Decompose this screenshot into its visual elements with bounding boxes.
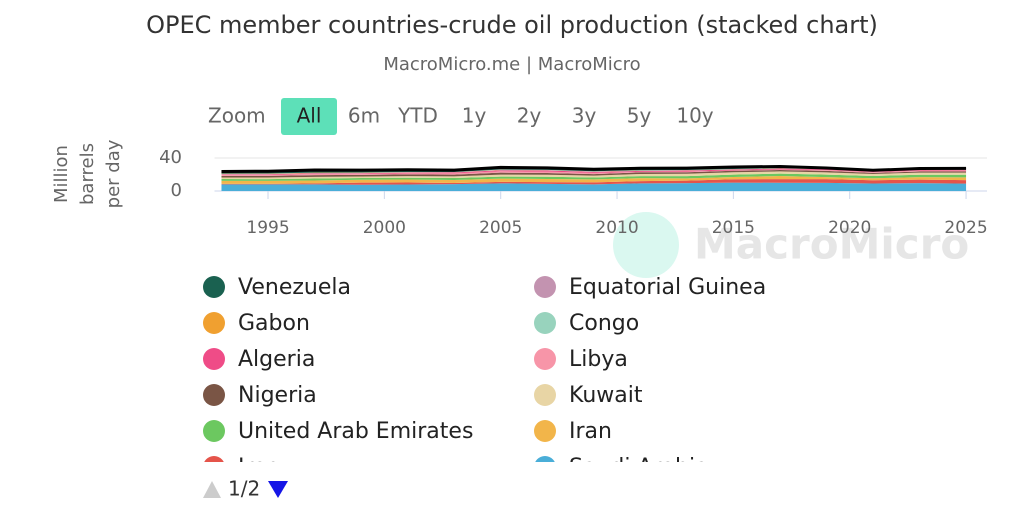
legend-swatch[interactable] — [534, 348, 556, 370]
chart-title: OPEC member countries-crude oil producti… — [146, 11, 878, 39]
watermark: MacroMicro — [694, 220, 969, 269]
area — [221, 173, 967, 181]
legend: Venezuela Equatorial Guinea Gabon Congo Alge… — [203, 275, 766, 480]
legend-label[interactable]: Algeria — [238, 347, 315, 372]
legend-swatch[interactable] — [534, 312, 556, 334]
range-button[interactable]: 2y — [517, 104, 542, 128]
legend-swatch[interactable] — [203, 456, 225, 478]
legend-page: 1/2 — [228, 477, 260, 501]
range-button[interactable]: All — [297, 104, 322, 128]
range-button[interactable]: YTD — [397, 104, 438, 128]
x-tick-label: 2020 — [828, 218, 871, 238]
stack-top-line — [221, 164, 967, 174]
legend-swatch[interactable] — [203, 348, 225, 370]
legend-swatch[interactable] — [203, 276, 225, 298]
range-button[interactable]: 6m — [348, 104, 380, 128]
area — [221, 168, 967, 175]
legend-swatch[interactable] — [534, 276, 556, 298]
legend-swatch[interactable] — [534, 456, 556, 478]
area — [221, 169, 967, 176]
area — [221, 168, 967, 174]
x-tick-label: 2000 — [363, 218, 406, 238]
legend-swatch[interactable] — [203, 420, 225, 442]
area — [221, 168, 967, 175]
watermark-logo — [613, 212, 679, 278]
legend-prev[interactable] — [203, 481, 221, 498]
y-axis-label: Million barrels per day — [51, 139, 124, 208]
area — [221, 170, 967, 178]
plot-area: Million barrels per day 0 40 1995 2000 2005 2010… — [51, 139, 988, 238]
legend-label[interactable]: Iraq — [238, 455, 281, 480]
legend-swatch[interactable] — [534, 384, 556, 406]
legend-label[interactable]: United Arab Emirates — [238, 419, 473, 444]
legend-label[interactable]: Kuwait — [569, 383, 643, 408]
watermark-group: MacroMicro — [613, 212, 969, 278]
legend-label[interactable]: Congo — [569, 311, 639, 336]
range-button[interactable]: 5y — [627, 104, 652, 128]
zoom-label: Zoom — [208, 104, 266, 128]
legend-next[interactable] — [268, 481, 288, 498]
legend-swatch[interactable] — [534, 420, 556, 442]
y-tick-label: 40 — [159, 147, 182, 168]
chart-subtitle: MacroMicro.me | MacroMicro — [383, 54, 640, 75]
x-tick-label: 1995 — [246, 218, 289, 238]
legend-swatch[interactable] — [203, 384, 225, 406]
x-tick-label: 2010 — [595, 218, 638, 238]
range-button-bg[interactable] — [281, 98, 337, 135]
range-selector: Zoom All 6m YTD 1y 2y 3y 5y 10y — [208, 98, 714, 135]
range-button[interactable]: 1y — [462, 104, 487, 128]
area — [221, 182, 967, 191]
area — [221, 175, 967, 184]
legend-swatch[interactable] — [203, 312, 225, 334]
legend-label[interactable]: Equatorial Guinea — [569, 275, 766, 300]
legend-label[interactable]: Gabon — [238, 311, 310, 336]
legend-nav: 1/2 — [203, 477, 288, 501]
range-button[interactable]: 10y — [676, 104, 713, 128]
legend-label[interactable]: Saudi Arabia — [569, 455, 709, 480]
range-button[interactable]: 3y — [572, 104, 597, 128]
x-tick-label: 2015 — [712, 218, 755, 238]
x-tick-label: 2005 — [479, 218, 522, 238]
legend-label[interactable]: Libya — [569, 347, 628, 372]
area — [221, 179, 967, 185]
x-tick-label: 2025 — [944, 218, 987, 238]
legend-label[interactable]: Venezuela — [238, 275, 351, 300]
y-tick-label: 0 — [171, 180, 182, 201]
area — [221, 171, 967, 180]
legend-label[interactable]: Iran — [569, 419, 612, 444]
legend-label[interactable]: Nigeria — [238, 383, 317, 408]
